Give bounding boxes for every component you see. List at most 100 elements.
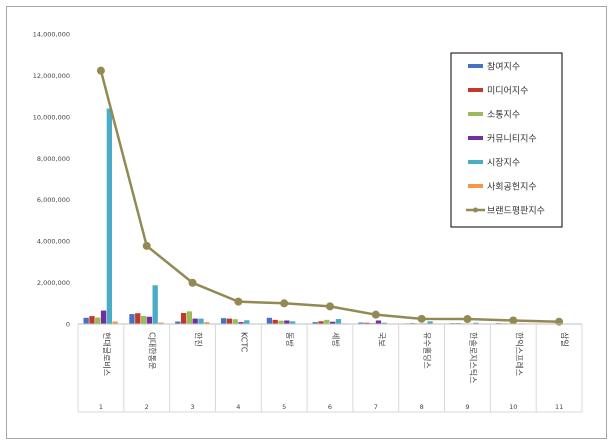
category-index-label: 2 <box>145 403 149 411</box>
category-index-label: 5 <box>282 403 286 411</box>
category-label: 한진 <box>194 332 204 347</box>
bar <box>278 320 284 324</box>
bar <box>146 316 153 324</box>
bar <box>158 322 164 324</box>
legend-swatch <box>468 160 483 164</box>
bar <box>364 322 370 324</box>
bar <box>266 317 273 324</box>
legend-label: 브랜드평판지수 <box>487 206 545 217</box>
category-label: KCTC <box>239 332 248 353</box>
bar <box>95 317 101 324</box>
bar <box>186 311 193 324</box>
category-label: 한솔로지스틱스 <box>468 332 478 384</box>
bar <box>381 322 387 324</box>
line-point <box>280 299 289 308</box>
line-point <box>371 310 380 319</box>
bar <box>100 310 107 324</box>
bar <box>106 108 113 324</box>
category-label: 세방 <box>331 332 341 347</box>
bar <box>112 321 118 324</box>
line-point <box>326 302 334 311</box>
bar <box>318 321 324 324</box>
y-tick-label: 8,000,000 <box>37 155 70 163</box>
line-point <box>188 278 197 287</box>
category-label: 유수홀딩스 <box>423 332 433 369</box>
y-tick-label: 12,000,000 <box>33 72 70 80</box>
line-point <box>96 66 105 75</box>
category-label: CJ대한통운 <box>148 332 157 369</box>
bar <box>135 313 141 324</box>
y-tick-label: 2,000,000 <box>37 279 70 287</box>
bar <box>375 320 382 324</box>
y-tick-label: 0 <box>66 321 70 329</box>
legend-swatch <box>468 64 483 68</box>
bar <box>89 316 95 324</box>
category-label: 현대글로비스 <box>102 332 111 376</box>
category-index-label: 6 <box>328 403 332 411</box>
category-index-label: 10 <box>509 403 517 411</box>
bar <box>272 319 278 324</box>
bar <box>129 314 135 324</box>
bar <box>140 315 147 324</box>
bar <box>358 322 364 324</box>
bar <box>427 321 433 324</box>
bar <box>330 321 336 324</box>
category-index-label: 8 <box>420 403 424 411</box>
category-index-label: 4 <box>236 403 240 411</box>
line-point <box>555 317 564 326</box>
bar <box>370 322 376 324</box>
bar <box>204 322 210 324</box>
category-index-label: 3 <box>190 403 194 411</box>
line-point <box>509 316 518 325</box>
category-index-label: 1 <box>99 403 103 411</box>
bar <box>238 322 244 324</box>
bar <box>175 321 181 324</box>
bar <box>226 318 233 324</box>
category-label: 국보 <box>377 332 386 347</box>
y-tick-label: 6,000,000 <box>37 196 70 204</box>
legend-swatch <box>468 184 483 188</box>
bar <box>284 320 290 324</box>
legend-label: 참여지수 <box>487 61 520 73</box>
line-series <box>96 66 564 326</box>
bar <box>192 318 198 324</box>
bar <box>180 313 187 324</box>
category-index-label: 7 <box>374 403 378 411</box>
legend-marker <box>473 207 478 213</box>
legend-swatch <box>468 136 483 140</box>
line-point <box>417 314 426 323</box>
y-axis-ticks: 0 2,000,000 4,000,000 6,000,000 8,000,000 10,… <box>33 31 70 329</box>
category-axis: 현대글로비스 1 CJ대한통운 2 한진 3 KCTC 4 동방 5 세방 6 국보 7 유수홀딩스 8 한솔로… <box>77 323 583 413</box>
bar <box>473 322 479 324</box>
category-index-label: 9 <box>465 403 469 411</box>
bar <box>152 285 158 324</box>
category-index-label: 11 <box>555 403 563 411</box>
legend-label: 커뮤니티지수 <box>487 134 537 145</box>
category-label: 동방 <box>285 332 295 347</box>
bar <box>198 318 204 324</box>
bar <box>335 319 342 324</box>
line-point <box>142 241 151 250</box>
y-tick-label: 10,000,000 <box>33 113 70 121</box>
bar <box>312 322 318 324</box>
line-point <box>463 315 472 324</box>
bar <box>244 320 250 324</box>
legend-label: 사회공헌지수 <box>487 182 537 193</box>
legend-label: 시장지수 <box>487 158 520 169</box>
category-label: 삼일 <box>560 332 570 347</box>
legend-swatch <box>468 112 483 116</box>
legend-label: 소통지수 <box>487 110 520 121</box>
legend-label: 미디어지수 <box>487 86 528 97</box>
line-point <box>234 297 243 306</box>
legend-swatch <box>468 88 483 92</box>
y-tick-label: 4,000,000 <box>37 238 70 246</box>
bar <box>83 317 89 324</box>
category-label: 한익스프레스 <box>514 332 524 376</box>
y-tick-label: 14,000,000 <box>33 31 70 39</box>
bar <box>220 318 227 324</box>
bar <box>289 321 296 324</box>
bar <box>232 319 238 324</box>
bar <box>324 319 330 324</box>
